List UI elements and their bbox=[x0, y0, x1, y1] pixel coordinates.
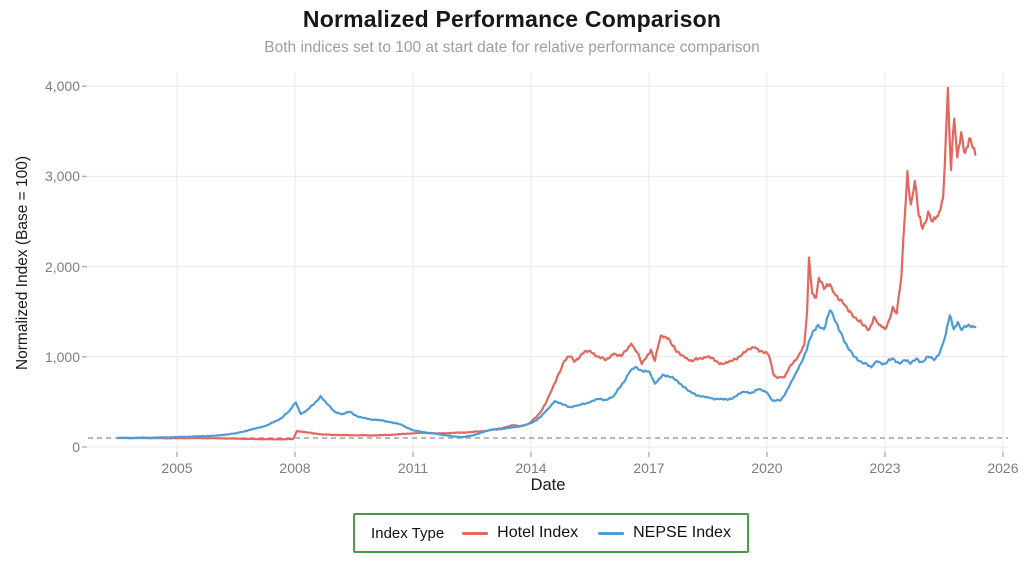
y-tick-label: 0 bbox=[72, 439, 80, 455]
x-tick-label: 2023 bbox=[869, 460, 901, 476]
y-tick-label: 1,000 bbox=[44, 348, 80, 365]
hotel-index-line bbox=[116, 86, 977, 441]
legend-item-label: NEPSE Index bbox=[633, 524, 731, 541]
legend-item: NEPSE Index bbox=[598, 524, 731, 542]
x-tick-label: 2011 bbox=[397, 460, 429, 476]
legend-title: Index Type bbox=[371, 524, 445, 542]
x-tick-label: 2020 bbox=[751, 460, 783, 476]
chart-title: Normalized Performance Comparison bbox=[302, 6, 722, 32]
chart-subtitle: Both indices set to 100 at start date fo… bbox=[264, 39, 760, 56]
nepse-index-line bbox=[116, 309, 977, 440]
x-tick-label: 2014 bbox=[515, 460, 547, 476]
legend-key-line-icon bbox=[462, 531, 489, 535]
y-tick-label: 4,000 bbox=[44, 78, 80, 95]
legend-key-line-icon bbox=[598, 531, 625, 535]
y-tick-label: 2,000 bbox=[44, 258, 80, 275]
x-axis-title: Date bbox=[530, 476, 566, 494]
legend-items: Hotel Index NEPSE Index bbox=[462, 524, 731, 542]
legend-item-label: Hotel Index bbox=[497, 524, 579, 541]
y-tick-label: 3,000 bbox=[44, 168, 80, 185]
x-tick-label: 2026 bbox=[987, 460, 1019, 476]
legend-item: Hotel Index bbox=[462, 524, 578, 542]
legend: Index Type Hotel Index NEPSE Index bbox=[353, 513, 749, 553]
x-tick-label: 2005 bbox=[161, 460, 193, 476]
x-tick-label: 2017 bbox=[633, 460, 665, 476]
x-tick-label: 2008 bbox=[279, 460, 311, 476]
